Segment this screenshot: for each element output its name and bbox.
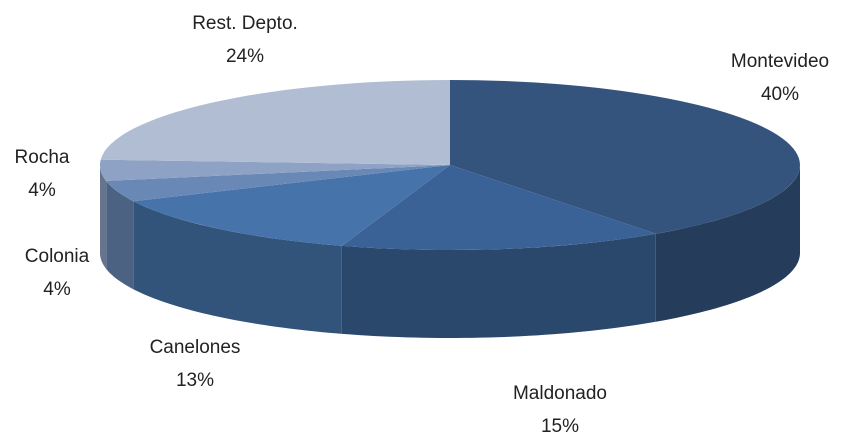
slice-top: [341, 165, 656, 250]
slice-value-label: 15%: [541, 416, 579, 436]
slice-top: [450, 80, 801, 234]
slice: [450, 80, 801, 322]
slice-label: Montevideo: [731, 51, 829, 72]
slice-value-label: 4%: [43, 279, 71, 300]
slice-side: [341, 233, 656, 338]
slice-top: [100, 80, 450, 165]
slice-top: [133, 165, 450, 246]
slice: [106, 165, 450, 290]
slice-label: Rest. Depto.: [192, 13, 298, 34]
slice-value-label: 24%: [226, 46, 264, 67]
slice: [99, 159, 450, 269]
slice-label: Canelones: [150, 337, 241, 358]
slice-value-label: 4%: [28, 180, 56, 201]
slice-value-label: 40%: [761, 84, 799, 105]
slice: [133, 165, 450, 334]
slice-value-label: 13%: [176, 370, 214, 391]
slice-side: [133, 201, 342, 334]
slice-label: Colonia: [25, 246, 90, 267]
slice-label: Rocha: [15, 147, 70, 168]
slice: [341, 165, 656, 338]
slice-side: [106, 180, 134, 290]
slice-side: [100, 165, 107, 269]
slice-top: [106, 165, 450, 202]
slice-label: Maldonado: [513, 383, 607, 404]
slice-side: [655, 165, 800, 322]
slice: [100, 80, 450, 165]
slice-top: [99, 159, 450, 181]
